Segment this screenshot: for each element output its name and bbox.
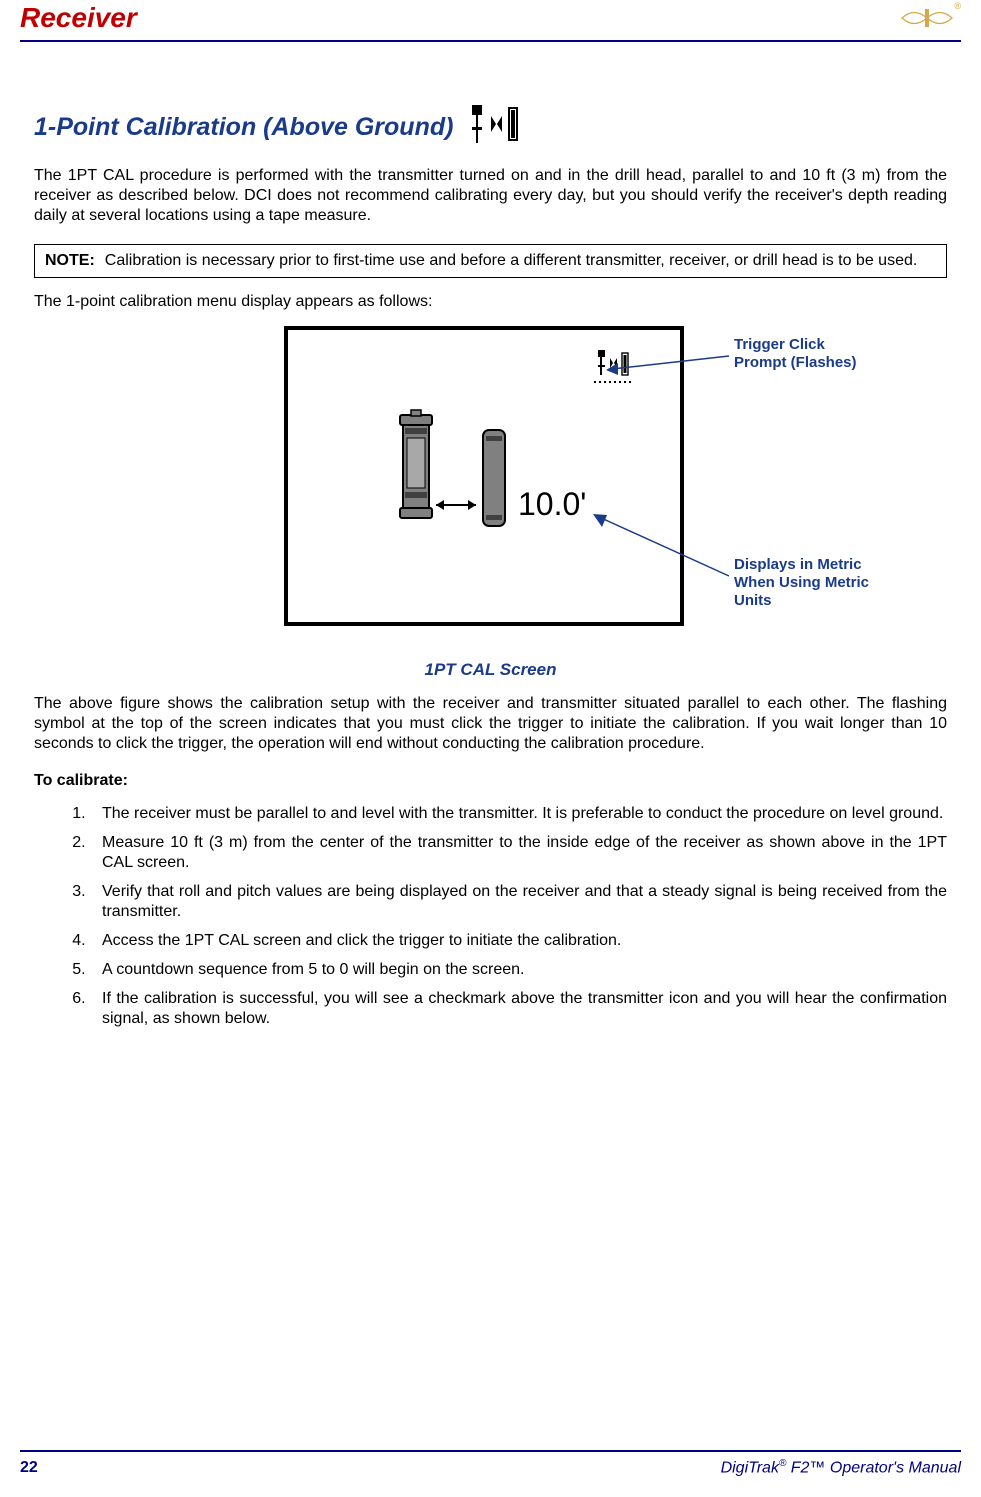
callout-line: Trigger Click <box>734 336 825 353</box>
brand-logo: ® <box>900 5 961 31</box>
note-box: NOTE: Calibration is necessary prior to … <box>34 244 947 278</box>
figure-caption: 1PT CAL Screen <box>34 660 947 680</box>
section-heading: 1-Point Calibration (Above Ground) <box>34 113 453 142</box>
calibration-icon <box>469 102 519 152</box>
list-item: Verify that roll and pitch values are be… <box>90 882 947 922</box>
calibration-steps-list: The receiver must be parallel to and lev… <box>90 804 947 1029</box>
to-calibrate-heading: To calibrate: <box>34 772 947 790</box>
callout-line: When Using Metric <box>734 574 869 591</box>
list-item: The receiver must be parallel to and lev… <box>90 804 947 824</box>
callout-arrow-icon <box>604 351 734 391</box>
callout-line: Displays in Metric <box>734 556 862 573</box>
menu-intro-paragraph: The 1-point calibration menu display app… <box>34 292 947 312</box>
callout-arrow-icon <box>589 511 734 586</box>
note-text: Calibration is necessary prior to first-… <box>105 252 936 270</box>
note-label: NOTE: <box>45 252 95 270</box>
page-section-title: Receiver <box>20 2 137 34</box>
footer-product-text: DigiTrak® F2™ Operator's Manual <box>721 1458 961 1477</box>
figure-container: 10.0' Trigger Click Prompt (Flashes) Dis… <box>34 326 947 656</box>
callout-trigger-prompt: Trigger Click Prompt (Flashes) <box>734 336 934 372</box>
callout-metric-units: Displays in Metric When Using Metric Uni… <box>734 556 934 610</box>
intro-paragraph: The 1PT CAL procedure is performed with … <box>34 166 947 226</box>
footer-rule <box>20 1450 961 1452</box>
registered-mark: ® <box>954 1 961 11</box>
list-item: Access the 1PT CAL screen and click the … <box>90 931 947 951</box>
list-item: Measure 10 ft (3 m) from the center of t… <box>90 833 947 873</box>
list-item: If the calibration is successful, you wi… <box>90 989 947 1029</box>
distance-value: 10.0' <box>518 486 586 522</box>
page-footer: 22 DigiTrak® F2™ Operator's Manual <box>0 1450 981 1477</box>
callout-line: Units <box>734 592 772 609</box>
page-number: 22 <box>20 1459 38 1477</box>
list-item: A countdown sequence from 5 to 0 will be… <box>90 960 947 980</box>
figure-description-paragraph: The above figure shows the calibration s… <box>34 694 947 754</box>
callout-line: Prompt (Flashes) <box>734 354 857 371</box>
